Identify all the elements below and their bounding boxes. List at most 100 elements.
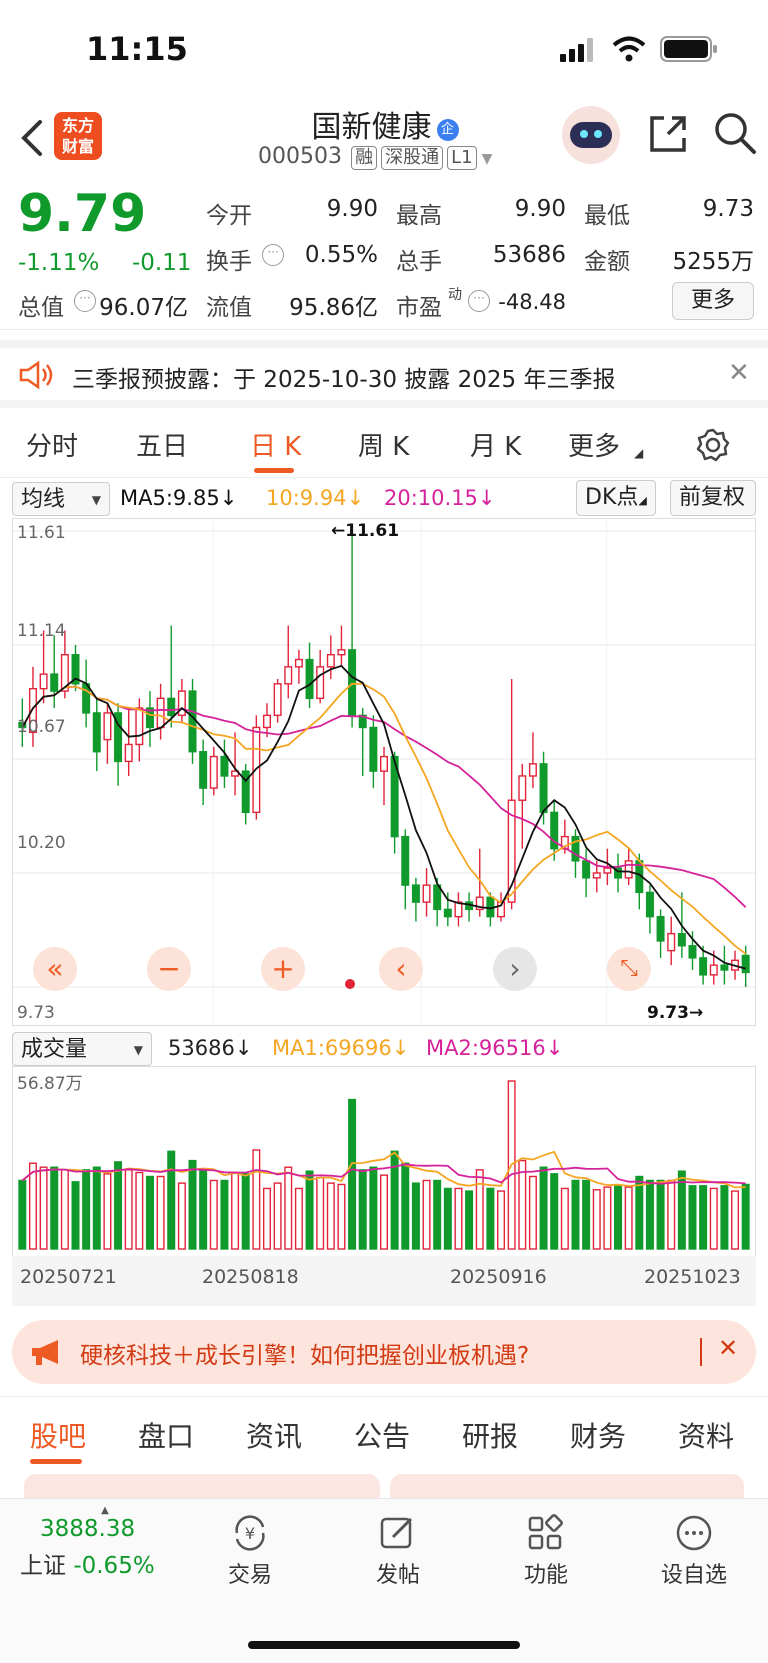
signal-icon: [560, 38, 593, 62]
volume-bar: [92, 1166, 101, 1250]
info-icon[interactable]: ···: [468, 290, 490, 312]
chevron-down-icon[interactable]: ▼: [481, 151, 493, 167]
tab-intraday[interactable]: 分时: [26, 432, 79, 462]
post-button[interactable]: 发帖: [348, 1513, 448, 1589]
volume-bar: [635, 1175, 644, 1250]
volume-bar: [156, 1175, 165, 1250]
battery-icon: [660, 36, 717, 62]
candle-body: [507, 799, 516, 903]
add-watchlist-button[interactable]: 设自选: [644, 1513, 744, 1589]
wifi-icon: [612, 36, 646, 62]
assistant-avatar[interactable]: [562, 106, 620, 164]
volume-bar: [135, 1171, 144, 1250]
candle-body: [103, 712, 112, 741]
volume-bar: [39, 1166, 48, 1250]
close-icon[interactable]: ✕: [718, 1334, 739, 1362]
edit-icon: [380, 1517, 413, 1549]
candle-body: [39, 673, 48, 690]
indicator-selector[interactable]: 均线 ▼: [12, 482, 110, 516]
candle-body: [284, 666, 293, 685]
close-icon[interactable]: ✕: [728, 358, 750, 388]
candle-body: [326, 654, 335, 668]
active-tab-indicator: [30, 1459, 82, 1464]
index-ticker[interactable]: ▲ 3888.38 上证 -0.65%: [20, 1505, 190, 1580]
kline-chart[interactable]: 11.61 11.14 10.67 10.20 9.73 ←11.61 9.73…: [12, 518, 756, 1026]
candle-body: [348, 649, 357, 717]
more-button[interactable]: 更多: [672, 282, 754, 320]
volume-bar: [645, 1179, 654, 1250]
candle-body: [667, 932, 676, 952]
candle-body: [709, 964, 718, 976]
back-icon[interactable]: [18, 118, 46, 158]
info-icon[interactable]: ···: [74, 290, 96, 312]
volume-bar: [231, 1171, 240, 1250]
volume-selector[interactable]: 成交量 ▼: [12, 1032, 152, 1066]
tab-announcements[interactable]: 公告: [354, 1420, 411, 1453]
tab-more[interactable]: 更多: [568, 432, 621, 462]
candle-body: [50, 673, 59, 692]
candle-body: [624, 860, 633, 879]
candle-body: [390, 755, 399, 838]
zoom-out-far-button[interactable]: «: [33, 947, 77, 991]
volume-svg: [18, 1080, 750, 1250]
notice-bar[interactable]: 三季报预披露：于 2025-10-30 披露 2025 年三季报 ✕: [0, 340, 768, 408]
volume-bar: [114, 1161, 123, 1250]
volume-bar: [699, 1185, 708, 1250]
forward-adjust-button[interactable]: 前复权: [670, 480, 756, 516]
volume-ma2-line: [21, 1163, 746, 1185]
turnover-value: 0.55%: [304, 242, 378, 268]
stock-name: 国新健康: [311, 110, 432, 145]
scroll-right-button[interactable]: ›: [493, 947, 537, 991]
candle-body: [156, 697, 165, 729]
volume-bar: [145, 1175, 154, 1250]
ma10-line: [21, 682, 747, 955]
functions-button[interactable]: 功能: [496, 1513, 596, 1589]
search-icon[interactable]: [712, 110, 758, 156]
tab-research[interactable]: 研报: [462, 1420, 519, 1453]
candle-body: [220, 755, 229, 777]
scroll-left-button[interactable]: ‹: [379, 947, 423, 991]
index-value: 3888.38: [40, 1516, 136, 1542]
dk-point-button[interactable]: DK点◢: [576, 480, 656, 516]
tab-five-day[interactable]: 五日: [136, 432, 189, 462]
tab-orderbook[interactable]: 盘口: [138, 1420, 195, 1453]
y-tick-label: 10.67: [17, 717, 66, 737]
y-tick-label: 9.73: [17, 1003, 55, 1023]
tab-daily-k[interactable]: 日 K: [250, 432, 302, 462]
candle-body: [518, 775, 527, 801]
post-label: 发帖: [375, 1563, 420, 1588]
promo-text: 硬核科技＋成长引擎！如何把握创业板机遇?: [80, 1343, 530, 1369]
tab-weekly-k[interactable]: 周 K: [358, 432, 410, 462]
trade-button[interactable]: ¥ 交易: [200, 1513, 300, 1589]
trade-label: 交易: [227, 1563, 272, 1588]
candle-body: [528, 763, 537, 777]
volume-bar: [518, 1159, 527, 1250]
settings-icon[interactable]: [696, 428, 730, 462]
tab-profile[interactable]: 资料: [678, 1420, 735, 1453]
candle-body: [582, 860, 591, 879]
volume-bar: [486, 1187, 495, 1250]
candle-body: [316, 666, 325, 700]
ma10-value: 10:9.94↓: [266, 486, 365, 510]
share-icon[interactable]: [646, 112, 690, 156]
market-cap-value: 96.07亿: [99, 295, 188, 321]
tag-connect: 深股通: [381, 146, 444, 170]
candle-body: [614, 867, 623, 879]
zoom-in-button[interactable]: +: [261, 947, 305, 991]
megaphone-icon: [32, 1340, 58, 1365]
volume-bar: [28, 1162, 37, 1250]
change-amount: -0.11: [132, 250, 192, 276]
volume-chart[interactable]: 56.87万: [12, 1066, 756, 1256]
tab-news[interactable]: 资讯: [246, 1420, 303, 1453]
tab-monthly-k[interactable]: 月 K: [470, 432, 522, 462]
promo-banner[interactable]: 硬核科技＋成长引擎！如何把握创业板机遇? ✕: [12, 1320, 756, 1384]
tab-forum[interactable]: 股吧: [30, 1420, 87, 1453]
volume-bar: [582, 1179, 591, 1250]
tab-financials[interactable]: 财务: [570, 1420, 627, 1453]
volume-value: 53686: [492, 242, 566, 268]
fullscreen-icon[interactable]: ⤡: [607, 947, 651, 991]
zoom-out-button[interactable]: −: [147, 947, 191, 991]
info-icon[interactable]: ···: [262, 244, 284, 266]
candle-body: [188, 690, 197, 753]
volume-bar: [167, 1150, 176, 1250]
